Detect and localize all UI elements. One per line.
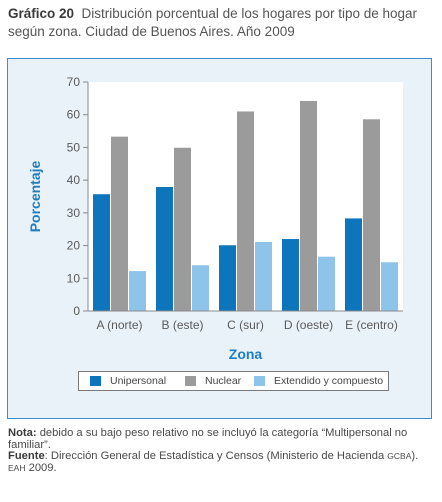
legend-label-extendido: Extendido y compuesto	[274, 375, 384, 388]
y-tick-label: 0	[73, 304, 80, 318]
y-tick-label: 30	[67, 206, 81, 220]
y-tick-label: 50	[67, 140, 81, 154]
y-tick-label: 70	[67, 75, 81, 89]
legend-swatch-nuclear	[185, 376, 196, 387]
bar-nuclear-5	[363, 119, 380, 312]
y-tick-label: 40	[67, 173, 81, 187]
legend-label-unipersonal: Unipersonal	[110, 375, 167, 388]
chart-title-text: Distribución porcentual de los hogares p…	[8, 6, 418, 39]
bar-unipersonal-1	[93, 194, 110, 311]
source-line: Fuente: Dirección General de Estadística…	[8, 450, 419, 474]
x-tick-label: C (sur)	[227, 318, 264, 332]
bar-unipersonal-2	[156, 187, 173, 311]
x-tick-label: A (norte)	[96, 318, 142, 332]
legend-label-nuclear: Nuclear	[205, 375, 242, 388]
chart-legend: Unipersonal Nuclear Extendido y compuest…	[78, 371, 389, 391]
note-label: Nota:	[8, 427, 37, 439]
bar-extendido-5	[381, 262, 398, 311]
x-tick-label: D (oeste)	[284, 318, 333, 332]
chart-notes: Nota: debido a su bajo peso relativo no …	[8, 427, 436, 474]
bar-unipersonal-4	[282, 239, 299, 311]
bar-extendido-2	[192, 265, 209, 311]
bar-unipersonal-3	[219, 245, 236, 311]
y-axis-label: Porcentaje	[27, 160, 43, 232]
source-year: 2009.	[28, 461, 57, 474]
y-tick-label: 10	[67, 271, 81, 285]
chart-number: Gráfico 20	[8, 6, 75, 21]
legend-item-unipersonal: Unipersonal	[90, 375, 166, 387]
legend-swatch-unipersonal	[90, 376, 101, 387]
bar-nuclear-1	[111, 136, 128, 311]
source-eah: EAH	[8, 462, 26, 473]
source-gcba: GCBA	[387, 451, 412, 461]
source-label: Fuente	[8, 450, 45, 462]
legend-swatch-extendido	[254, 376, 265, 387]
bar-extendido-3	[255, 241, 272, 311]
y-tick-label: 60	[67, 108, 81, 122]
bar-nuclear-4	[300, 100, 317, 311]
x-axis-label: Zona	[229, 346, 263, 362]
legend-item-nuclear: Nuclear	[185, 375, 241, 387]
bar-extendido-4	[318, 256, 335, 311]
note-line: Nota: debido a su bajo peso relativo no …	[8, 427, 436, 451]
bar-nuclear-3	[237, 111, 254, 311]
source-text: : Dirección General de Estadística y Cen…	[44, 450, 385, 462]
chart-title: Gráfico 20 Distribución porcentual de lo…	[8, 5, 438, 41]
x-tick-label: B (este)	[161, 318, 203, 332]
y-tick-label: 20	[67, 239, 81, 253]
x-tick-label: E (centro)	[345, 318, 398, 332]
bar-extendido-1	[129, 271, 146, 311]
note-text: debido a su bajo peso relativo no se inc…	[8, 427, 408, 451]
legend-item-extendido: Extendido y compuesto	[254, 375, 383, 387]
bar-nuclear-2	[174, 147, 191, 311]
bar-unipersonal-5	[345, 218, 362, 311]
